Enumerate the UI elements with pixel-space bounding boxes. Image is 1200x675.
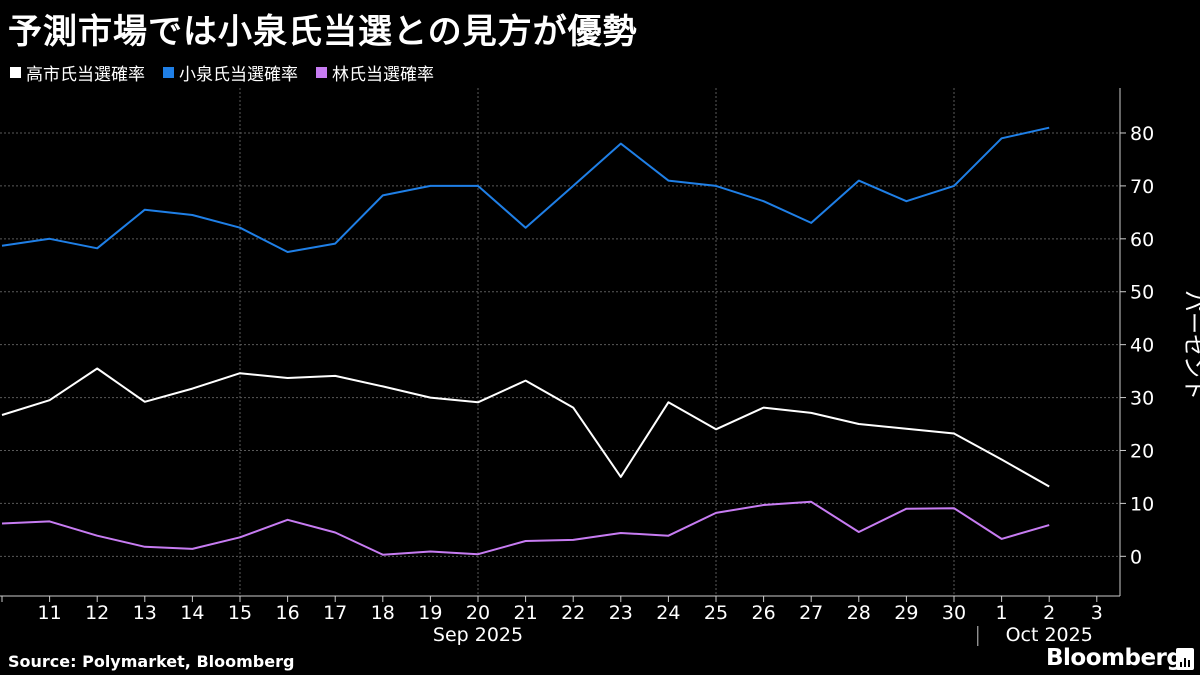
- legend-swatch-takaichi: [10, 67, 21, 78]
- y-tick-label: 50: [1130, 282, 1154, 304]
- y-tick-label: 20: [1130, 440, 1154, 462]
- legend-item-koizumi: 小泉氏当選確率: [163, 60, 298, 85]
- legend-item-takaichi: 高市氏当選確率: [10, 60, 145, 85]
- legend-swatch-hayashi: [316, 67, 327, 78]
- y-tick-label: 40: [1130, 335, 1154, 357]
- x-tick-label: 13: [133, 602, 157, 624]
- x-tick-label: 16: [276, 602, 300, 624]
- month-label: Oct 2025: [1006, 624, 1093, 646]
- x-tick-label: 24: [656, 602, 680, 624]
- page-title: 予測市場では小泉氏当選との見方が優勢: [8, 12, 638, 52]
- x-tick-label: 25: [704, 602, 728, 624]
- x-tick-label: 17: [323, 602, 347, 624]
- x-tick-label: 19: [418, 602, 442, 624]
- legend: 高市氏当選確率 小泉氏当選確率 林氏当選確率: [10, 60, 434, 85]
- x-tick-label: 18: [371, 602, 395, 624]
- legend-label-hayashi: 林氏当選確率: [332, 65, 434, 85]
- x-tick-label: 29: [894, 602, 918, 624]
- x-tick-label: 1: [996, 602, 1008, 624]
- source-note: Source: Polymarket, Bloomberg: [8, 652, 295, 671]
- x-tick-label: 30: [942, 602, 966, 624]
- x-tick-label: 3: [1091, 602, 1103, 624]
- month-label: Sep 2025: [433, 624, 523, 646]
- x-tick-label: 22: [561, 602, 585, 624]
- series-line-2: [1, 500, 1050, 556]
- x-tick-label: 2: [1043, 602, 1055, 624]
- legend-swatch-koizumi: [163, 67, 174, 78]
- legend-label-koizumi: 小泉氏当選確率: [179, 65, 298, 85]
- x-tick-label: 27: [799, 602, 823, 624]
- x-tick-label: 11: [38, 602, 62, 624]
- x-tick-label: 21: [514, 602, 538, 624]
- y-tick-label: 70: [1130, 176, 1154, 198]
- x-tick-label: 23: [609, 602, 633, 624]
- brand-logo: Bloomberg: [1046, 645, 1183, 671]
- y-tick-label: 30: [1130, 388, 1154, 410]
- series-line-0: [1, 367, 1050, 488]
- y-tick-label: 0: [1130, 546, 1142, 568]
- x-tick-label: 15: [228, 602, 252, 624]
- series-line-1: [1, 126, 1050, 253]
- legend-label-takaichi: 高市氏当選確率: [26, 65, 145, 85]
- y-tick-label: 10: [1130, 493, 1154, 515]
- x-tick-label: 28: [847, 602, 871, 624]
- x-tick-label: 12: [85, 602, 109, 624]
- y-axis-label: パーセント: [1180, 290, 1200, 400]
- legend-item-hayashi: 林氏当選確率: [316, 60, 434, 85]
- x-tick-label: 20: [466, 602, 490, 624]
- x-tick-label: 26: [752, 602, 776, 624]
- x-tick-label: 14: [180, 602, 204, 624]
- y-tick-label: 60: [1130, 229, 1154, 251]
- terminal-icon: [1176, 648, 1194, 670]
- y-tick-label: 80: [1130, 123, 1154, 145]
